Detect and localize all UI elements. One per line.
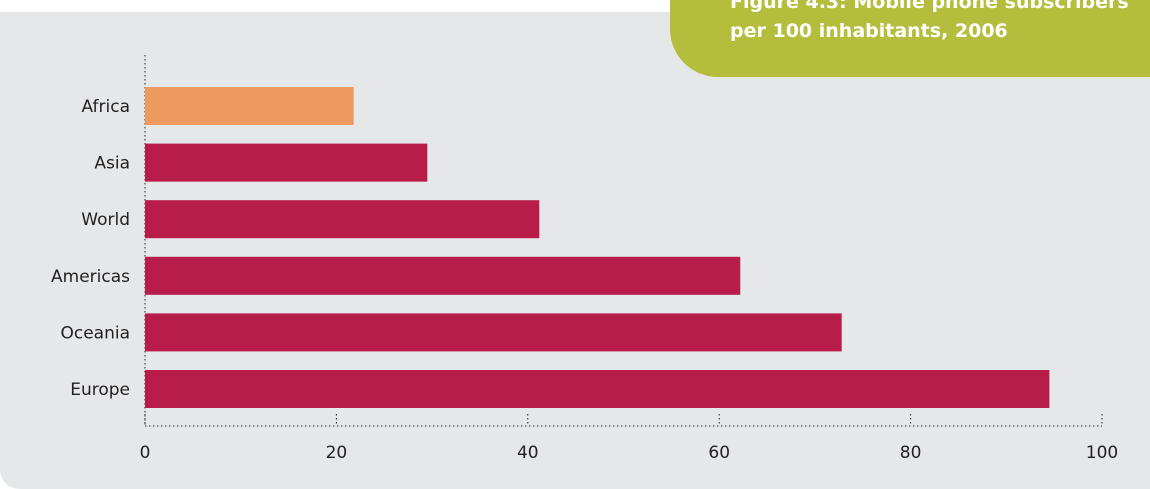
x-tick-label: 60 xyxy=(708,443,730,463)
category-label: Americas xyxy=(51,267,130,287)
x-tick-label: 0 xyxy=(140,443,151,463)
bars xyxy=(145,87,1050,408)
bar-oceania xyxy=(145,313,842,352)
category-label: Asia xyxy=(94,154,130,174)
category-label: Africa xyxy=(82,97,131,117)
x-tick-label: 80 xyxy=(900,443,922,463)
bar-asia xyxy=(145,143,428,182)
category-label: Oceania xyxy=(60,323,130,343)
bar-europe xyxy=(145,370,1050,408)
x-tick-label: 20 xyxy=(326,443,348,463)
x-tick-label: 40 xyxy=(517,443,539,463)
bar-world xyxy=(145,200,540,239)
panel-background xyxy=(0,12,1150,489)
category-label: Europe xyxy=(70,380,130,400)
x-tick-label: 100 xyxy=(1086,443,1118,463)
bar-africa xyxy=(145,87,354,125)
axes xyxy=(144,55,1103,427)
chart-title: Figure 4.3: Mobile phone subscribers per… xyxy=(730,0,1129,42)
category-label: World xyxy=(81,210,130,230)
labels: 0 20 40 60 80 100 Africa Asia World Americas Ocean… xyxy=(51,97,1118,463)
title-box xyxy=(670,0,1150,77)
bar-americas xyxy=(145,256,741,295)
